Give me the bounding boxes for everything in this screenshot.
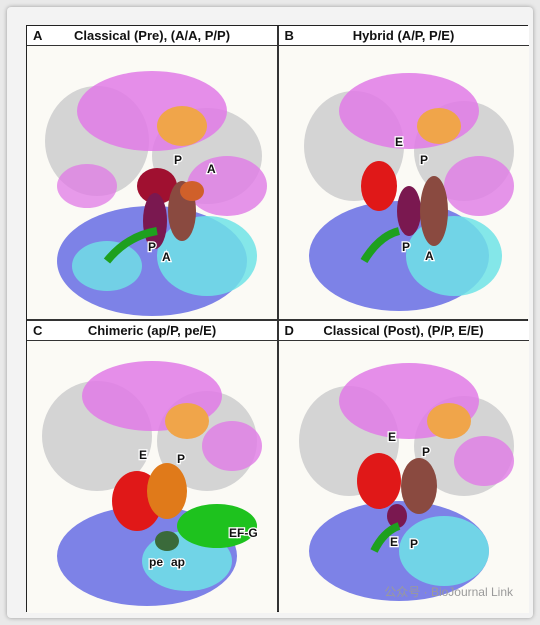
label-b-e: E [395, 135, 403, 149]
panel-d-letter: D [284, 322, 294, 338]
ribosome-structure-b: E P P A [303, 73, 514, 311]
panel-b-title: Hybrid (A/P, P/E) [352, 28, 455, 43]
label-d-p-top: P [422, 445, 430, 459]
panel-d-image: E P E P [278, 340, 529, 613]
panel-c-header: C Chimeric (ap/P, pe/E) [27, 320, 277, 341]
ribosome-structure-c: E P EF-G pe ap [42, 360, 262, 606]
label-c-ef-g: EF-G [229, 526, 258, 540]
panel-d-header: D Classical (Post), (P/P, E/E) [278, 320, 529, 341]
label-c-p: P [177, 452, 185, 466]
label-d-p-bottom: P [410, 537, 418, 551]
label-a-a-top: A [207, 162, 216, 176]
label-c-pe: pe [149, 555, 163, 569]
ribosome-structure-a: P A P A [45, 71, 267, 316]
label-c-ap: ap [171, 555, 185, 569]
label-d-e-bottom: E [390, 535, 398, 549]
figure: A Classical (Pre), (A/A, P/P) P A [26, 25, 529, 613]
panel-b-letter: B [284, 28, 294, 43]
label-a-p-bottom: P [148, 240, 156, 254]
panel-a-title: Classical (Pre), (A/A, P/P) [73, 28, 231, 43]
panel-b-header: B Hybrid (A/P, P/E) [278, 26, 529, 46]
label-c-e: E [139, 448, 147, 462]
panel-b-image: E P P A [278, 46, 529, 319]
panel-a-header: A Classical (Pre), (A/A, P/P) [27, 26, 277, 46]
label-a-p-top: P [174, 153, 182, 167]
ribosome-structure-d: E P E P [298, 362, 514, 601]
vertical-divider [277, 26, 279, 611]
panel-c-letter: C [33, 322, 43, 338]
panel-d-title: Classical (Post), (P/P, E/E) [323, 322, 484, 338]
panel-c-image: E P EF-G pe ap [27, 340, 277, 613]
label-a-a-bottom: A [162, 250, 171, 264]
figure-frame: A Classical (Pre), (A/A, P/P) P A [7, 7, 533, 618]
label-d-e-top: E [388, 430, 396, 444]
panel-a-image: P A P A [27, 46, 277, 319]
panel-c-title: Chimeric (ap/P, pe/E) [87, 322, 217, 338]
label-b-a: A [425, 249, 434, 263]
label-b-p-top: P [420, 153, 428, 167]
watermark: 公众号 · BioJournal Link [384, 585, 513, 599]
panel-a-letter: A [33, 28, 43, 43]
label-b-p-bottom: P [402, 240, 410, 254]
